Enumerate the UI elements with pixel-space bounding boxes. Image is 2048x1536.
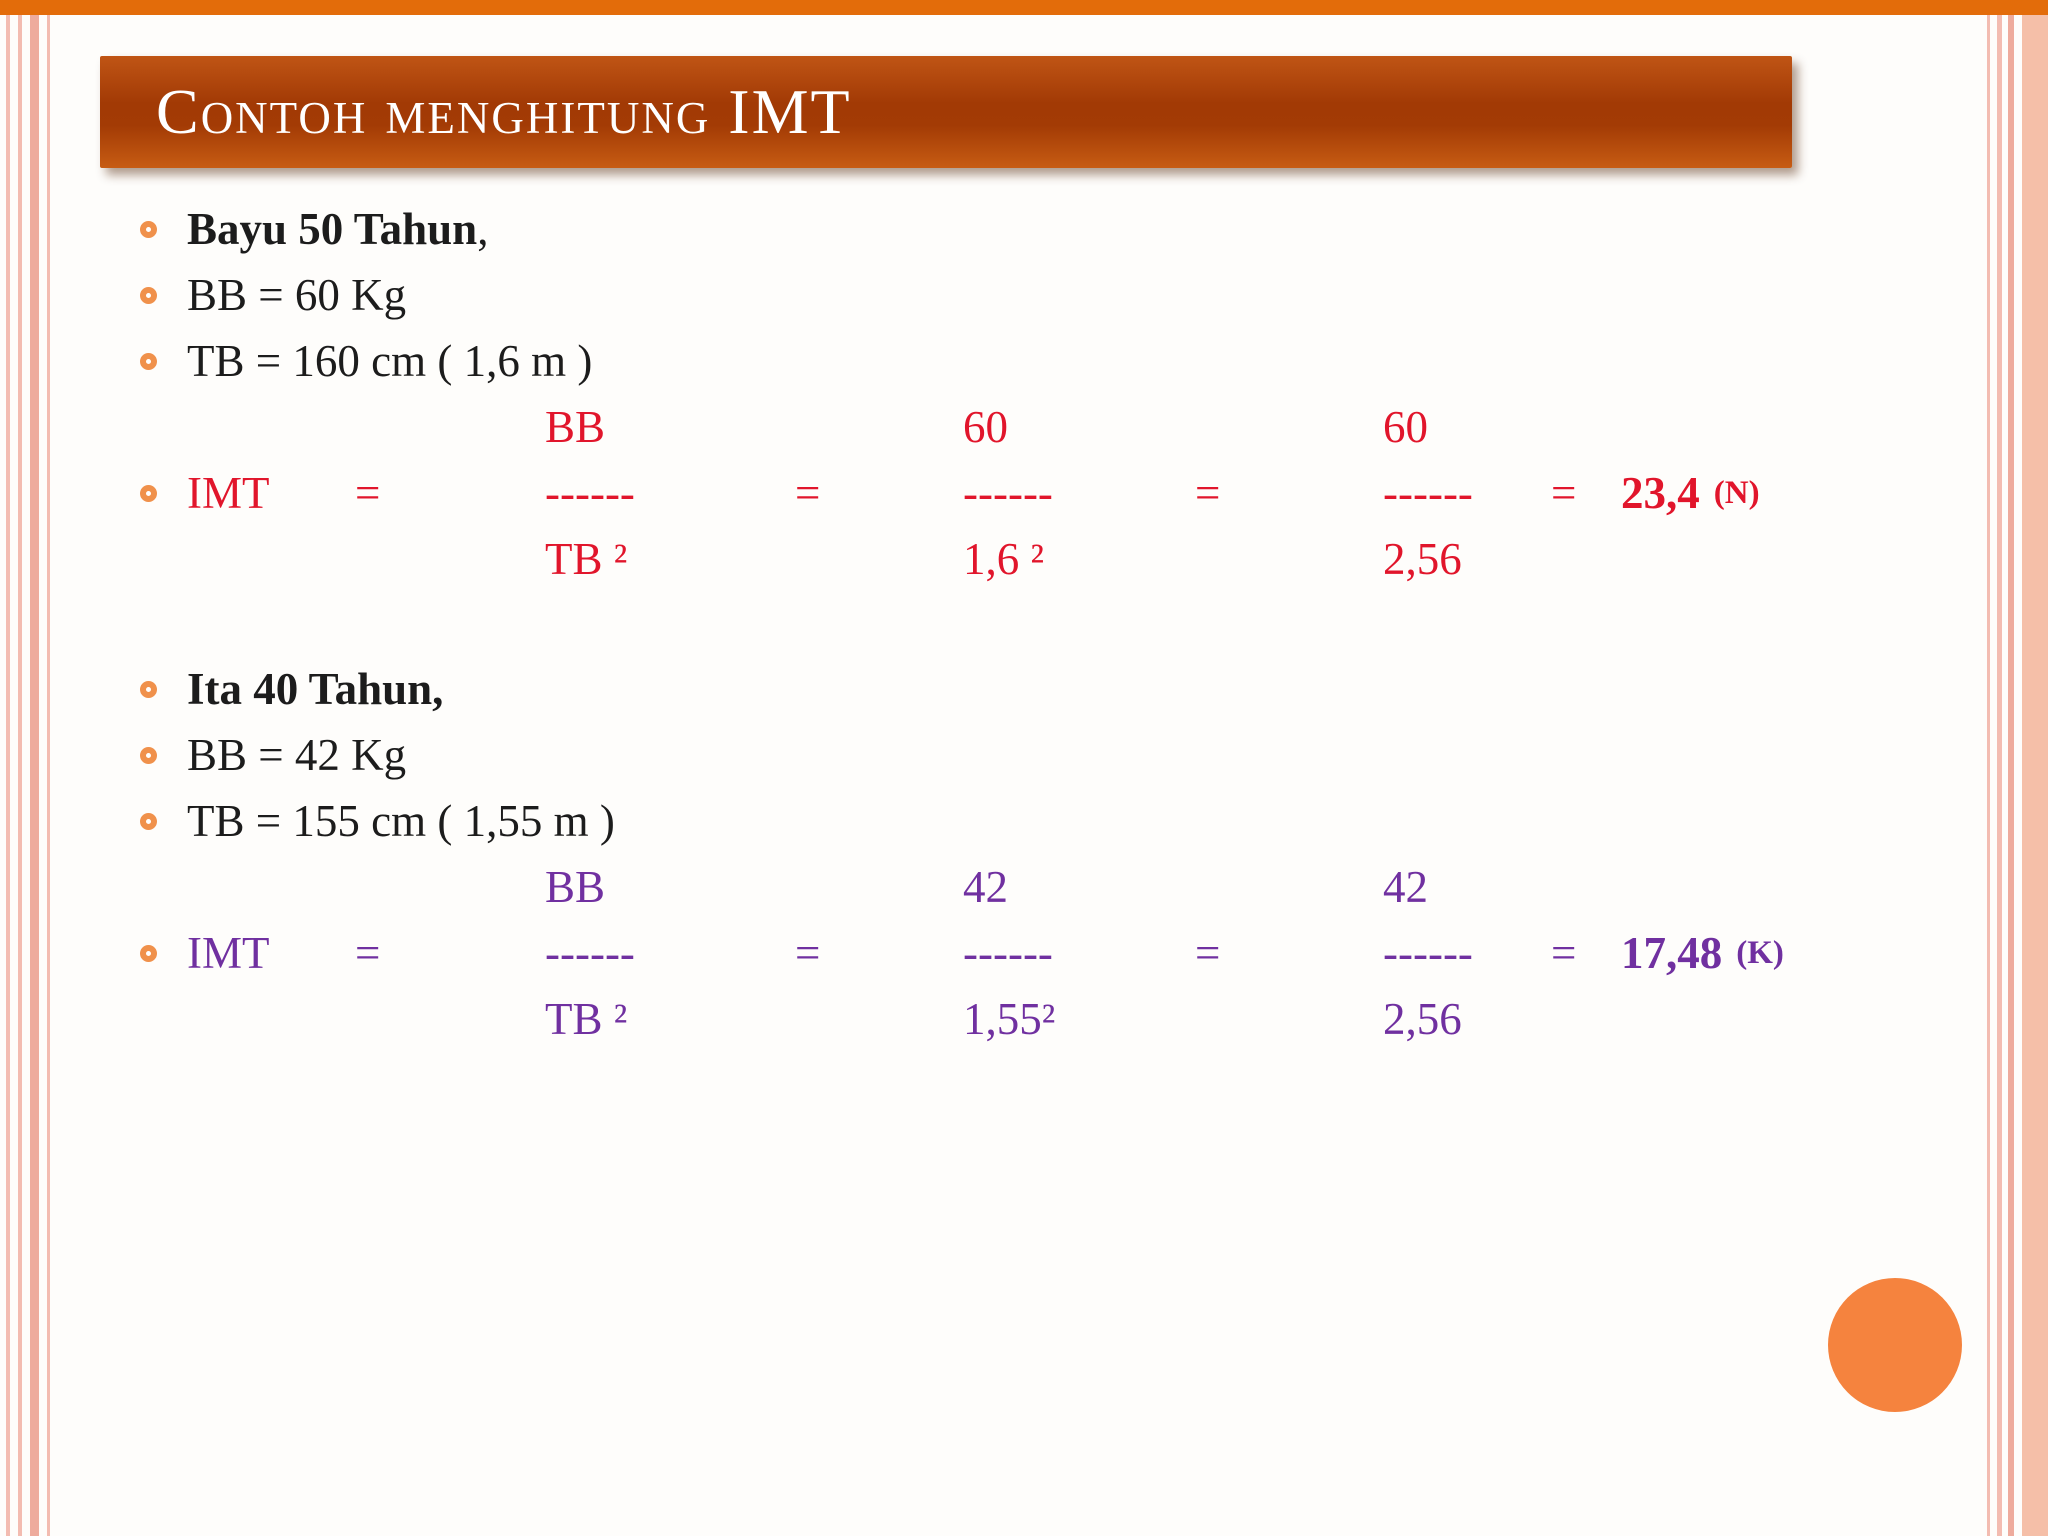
spacer-cell	[1621, 394, 1988, 460]
right-band-decor	[2022, 0, 2048, 1536]
spacer-cell	[1621, 986, 1988, 1052]
denominator: 1,6 ²	[963, 534, 1044, 584]
fraction-bar: ------	[963, 468, 1053, 518]
spacer-cell	[355, 394, 545, 460]
fraction-bar: ------	[545, 928, 635, 978]
left-stripe-decor	[30, 0, 39, 1536]
spacer-cell	[140, 986, 355, 1052]
imt-label-cell: IMT	[140, 920, 355, 986]
person1-name: Bayu 50 Tahun	[187, 204, 478, 254]
equals-sign: =	[795, 468, 821, 518]
bullet-icon	[140, 220, 157, 238]
right-stripe-decor	[2008, 0, 2014, 1536]
bullet-icon	[140, 680, 157, 698]
spacer-cell	[140, 526, 355, 592]
numerator: 60	[963, 402, 1008, 452]
spacer-cell	[355, 986, 545, 1052]
numerator: BB	[545, 862, 606, 912]
equals-sign: =	[1195, 928, 1221, 978]
result-cell: 23,4 (N)	[1621, 460, 1988, 526]
equals-sign: =	[1195, 468, 1221, 518]
left-stripe-decor	[6, 0, 10, 1536]
fraction-bar: ------	[1383, 468, 1473, 518]
denominator: TB ²	[545, 534, 628, 584]
equals-sign: =	[1551, 928, 1577, 978]
imt-calculation-person1: BB 60 60 IMT = ------ = ------ = ------ …	[140, 394, 1988, 592]
spacer-cell	[355, 526, 545, 592]
person1-bb-line: BB = 60 Kg	[140, 262, 1988, 328]
spacer-cell	[1195, 986, 1383, 1052]
spacer-cell	[1551, 394, 1621, 460]
spacer-cell	[1195, 526, 1383, 592]
spacer-cell	[1551, 526, 1621, 592]
spacer-cell	[1621, 526, 1988, 592]
bullet-icon	[140, 812, 157, 830]
right-stripe-decor	[1987, 0, 1990, 1536]
denominator: 2,56	[1383, 534, 1462, 584]
spacer-cell	[1195, 394, 1383, 460]
person2-tb-line: TB = 155 cm ( 1,55 m )	[140, 788, 1988, 854]
imt-label: IMT	[187, 468, 270, 518]
bullet-icon	[140, 352, 157, 370]
person2-tb: TB = 155 cm ( 1,55 m )	[187, 796, 615, 846]
equals-sign: =	[355, 928, 381, 978]
result-cell: 17,48 (K)	[1621, 920, 1988, 986]
spacer-cell	[1621, 854, 1988, 920]
right-stripe-decor	[1997, 0, 2002, 1536]
imt-category: (K)	[1736, 934, 1784, 971]
spacer-cell	[795, 394, 963, 460]
numerator: 42	[963, 862, 1008, 912]
person2-bb-line: BB = 42 Kg	[140, 722, 1988, 788]
imt-result: 23,4	[1621, 468, 1700, 518]
spacer-cell	[355, 854, 545, 920]
slide-body: Bayu 50 Tahun, BB = 60 Kg TB = 160 cm ( …	[140, 196, 1988, 1052]
denominator: 1,55²	[963, 994, 1056, 1044]
spacer-cell	[795, 526, 963, 592]
bullet-icon	[140, 944, 157, 962]
denominator: TB ²	[545, 994, 628, 1044]
bullet-icon	[140, 484, 157, 502]
person2-name: Ita 40 Tahun,	[187, 664, 444, 714]
title-banner: Contoh menghitung IMT	[100, 56, 1792, 168]
top-accent-bar	[0, 0, 2048, 15]
spacer-cell	[140, 854, 355, 920]
imt-label: IMT	[187, 928, 270, 978]
fraction-bar: ------	[545, 468, 635, 518]
imt-label-cell: IMT	[140, 460, 355, 526]
blank-line	[140, 592, 1988, 656]
orange-accent-circle	[1828, 1278, 1962, 1412]
person2-name-line: Ita 40 Tahun,	[140, 656, 1988, 722]
person2-bb: BB = 42 Kg	[187, 730, 407, 780]
slide-title: Contoh menghitung IMT	[156, 76, 852, 147]
imt-calculation-person2: BB 42 42 IMT = ------ = ------ = ------ …	[140, 854, 1988, 1052]
imt-result: 17,48	[1621, 928, 1723, 978]
spacer-cell	[1551, 854, 1621, 920]
imt-category: (N)	[1713, 474, 1760, 511]
spacer-cell	[140, 394, 355, 460]
person1-name-suffix: ,	[477, 204, 489, 254]
equals-sign: =	[795, 928, 821, 978]
spacer-cell	[1551, 986, 1621, 1052]
person1-tb-line: TB = 160 cm ( 1,6 m )	[140, 328, 1988, 394]
numerator: 60	[1383, 402, 1428, 452]
fraction-bar: ------	[963, 928, 1053, 978]
numerator: BB	[545, 402, 606, 452]
left-stripe-decor	[18, 0, 22, 1536]
person1-bb: BB = 60 Kg	[187, 270, 407, 320]
left-stripe-decor	[47, 0, 50, 1536]
person1-tb: TB = 160 cm ( 1,6 m )	[187, 336, 593, 386]
bullet-icon	[140, 286, 157, 304]
fraction-bar: ------	[1383, 928, 1473, 978]
spacer-cell	[795, 854, 963, 920]
bullet-icon	[140, 746, 157, 764]
equals-sign: =	[355, 468, 381, 518]
spacer-cell	[1195, 854, 1383, 920]
person1-name-line: Bayu 50 Tahun,	[140, 196, 1988, 262]
numerator: 42	[1383, 862, 1428, 912]
spacer-cell	[795, 986, 963, 1052]
equals-sign: =	[1551, 468, 1577, 518]
denominator: 2,56	[1383, 994, 1462, 1044]
